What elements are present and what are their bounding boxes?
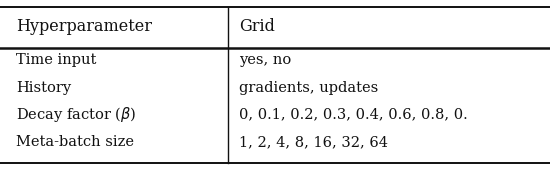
Text: yes, no: yes, no [239,53,292,67]
Text: Meta-batch size: Meta-batch size [16,135,135,149]
Text: Time input: Time input [16,53,97,67]
Text: History: History [16,81,72,95]
Text: Hyperparameter: Hyperparameter [16,18,152,35]
Text: 0, 0.1, 0.2, 0.3, 0.4, 0.6, 0.8, 0.: 0, 0.1, 0.2, 0.3, 0.4, 0.6, 0.8, 0. [239,108,468,122]
Text: 1, 2, 4, 8, 16, 32, 64: 1, 2, 4, 8, 16, 32, 64 [239,135,388,149]
Text: gradients, updates: gradients, updates [239,81,378,95]
Text: Grid: Grid [239,18,275,35]
Text: Decay factor ($\beta$): Decay factor ($\beta$) [16,105,137,124]
